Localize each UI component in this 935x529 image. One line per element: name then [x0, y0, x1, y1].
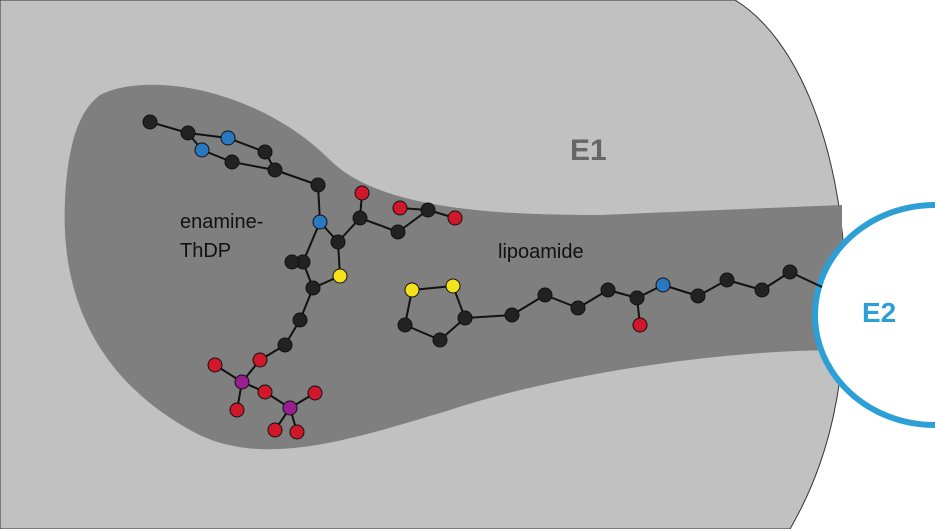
atom	[782, 264, 798, 280]
atom	[277, 337, 293, 353]
atom	[267, 162, 283, 178]
atom	[404, 282, 420, 298]
atom	[252, 352, 268, 368]
atom	[600, 282, 616, 298]
atom	[447, 210, 463, 226]
atom	[234, 374, 250, 390]
bond	[464, 314, 513, 319]
enamine-label: ThDP	[180, 240, 231, 262]
atom	[457, 310, 473, 326]
atom	[292, 312, 308, 328]
atom	[267, 422, 283, 438]
atom	[257, 144, 273, 160]
atom	[229, 402, 245, 418]
atom	[390, 224, 406, 240]
atom	[629, 290, 645, 306]
atom	[307, 385, 323, 401]
atom	[655, 277, 671, 293]
e2-enzyme	[812, 202, 935, 428]
atom	[312, 214, 328, 230]
atom	[719, 272, 735, 288]
atom	[220, 130, 236, 146]
atom	[392, 200, 408, 216]
atom	[690, 288, 706, 304]
atom	[332, 268, 348, 284]
atom	[310, 177, 326, 193]
atom	[570, 300, 586, 316]
atom	[282, 400, 298, 416]
atom	[632, 317, 648, 333]
bond	[274, 169, 319, 186]
e2-label: E2	[862, 297, 896, 328]
atom	[224, 154, 240, 170]
atom	[504, 307, 520, 323]
atom	[284, 254, 300, 270]
atom	[180, 125, 196, 141]
atom	[420, 202, 436, 218]
e1-label: E1	[570, 134, 607, 167]
molecules	[142, 114, 823, 440]
atom	[257, 384, 273, 400]
atom	[305, 280, 321, 296]
lipoamide-label: lipoamide	[498, 241, 584, 263]
atom	[397, 317, 413, 333]
atom	[537, 287, 553, 303]
atom	[289, 424, 305, 440]
atom	[352, 210, 368, 226]
atom	[142, 114, 158, 130]
atom	[754, 282, 770, 298]
atom	[432, 332, 448, 348]
atom	[354, 185, 370, 201]
atom	[330, 234, 346, 250]
atom	[194, 142, 210, 158]
enamine-label: enamine-	[180, 211, 263, 233]
atom	[207, 357, 223, 373]
atom	[445, 278, 461, 294]
